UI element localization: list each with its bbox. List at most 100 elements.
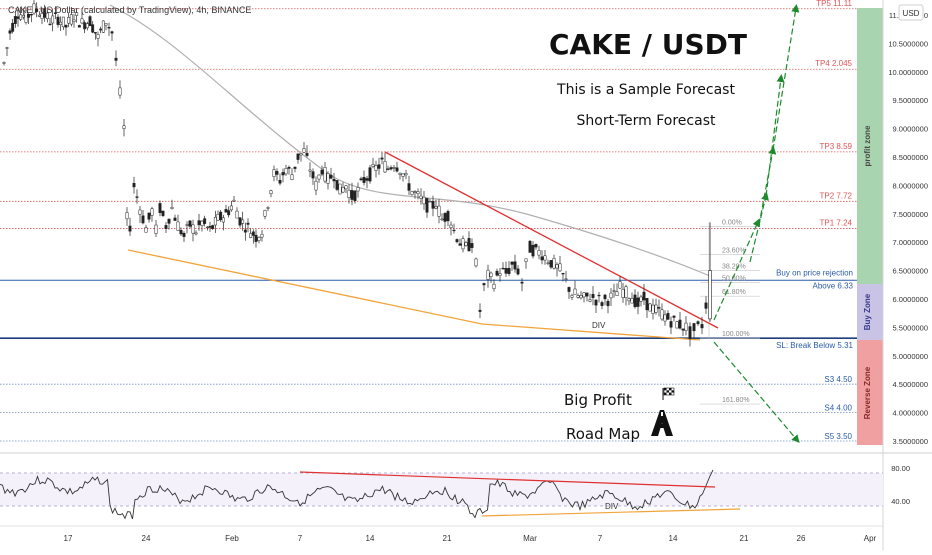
rsi-line xyxy=(0,469,714,520)
candle-body xyxy=(597,294,601,297)
candle-body xyxy=(122,125,126,129)
candle-body xyxy=(191,224,195,234)
fib-level-label: 161.80% xyxy=(722,397,750,404)
candle-body xyxy=(185,224,189,226)
candle-body xyxy=(558,263,562,272)
candle-body xyxy=(618,281,622,289)
rsi-support-trendline xyxy=(481,508,741,517)
reverse-zone xyxy=(857,340,883,445)
price-tick-label: 7.0000000 xyxy=(893,238,928,247)
candle-body xyxy=(495,270,499,276)
candle-body xyxy=(696,321,700,325)
road-icon xyxy=(651,410,673,436)
candle-body xyxy=(132,182,136,188)
fib-level-label: 61.80% xyxy=(722,289,746,296)
candle-body xyxy=(275,171,279,175)
candle-body xyxy=(678,319,682,329)
time-axis[interactable]: 17 24 Feb 7 14 21 Mar 7 14 21 26 Apr xyxy=(64,534,877,543)
currency-badge: USD xyxy=(903,9,920,18)
candle-body xyxy=(633,294,637,308)
candle-body xyxy=(621,289,625,298)
candle-body xyxy=(386,168,390,170)
candle-body xyxy=(144,227,148,233)
candle-body xyxy=(520,281,524,284)
candle-body xyxy=(251,231,255,236)
buy-zone-label: Buy Zone xyxy=(863,293,872,330)
candle-body xyxy=(263,210,267,217)
candle-body xyxy=(492,283,496,289)
candle-body xyxy=(362,176,366,183)
candle-body xyxy=(455,239,459,243)
time-tick-label: 26 xyxy=(797,534,806,543)
candle-body xyxy=(478,309,482,312)
candle-body xyxy=(176,221,180,231)
currency-badge-box[interactable] xyxy=(898,4,924,21)
candle-body xyxy=(266,207,270,209)
level-lines: TP5 11.11 TP4 2.045 TP3 8.59 TP2 7.72 TP1 7.… xyxy=(0,0,857,442)
candle-body xyxy=(249,233,253,238)
candle-body xyxy=(221,217,225,223)
candle-body xyxy=(704,302,708,309)
candle-body xyxy=(413,191,417,193)
candle-body xyxy=(224,209,228,213)
rsi-divergence-label: DIV xyxy=(605,502,619,511)
candle-body xyxy=(657,307,661,309)
candle-body xyxy=(660,309,664,320)
price-tick-label: 5.5000000 xyxy=(893,323,928,332)
candle-body xyxy=(341,187,345,193)
candle-body xyxy=(474,258,478,267)
candle-body xyxy=(501,267,505,270)
candle-body xyxy=(573,288,577,295)
time-tick-label: Feb xyxy=(225,534,239,543)
candle-body xyxy=(642,291,646,301)
time-tick-label: 21 xyxy=(443,534,452,543)
candle-body xyxy=(675,321,679,329)
candle-body xyxy=(158,203,162,213)
support-level-label: S3 4.50 xyxy=(824,375,852,384)
price-tick-label: 8.0000000 xyxy=(893,181,928,190)
candle-body xyxy=(317,174,321,180)
candle-body xyxy=(182,232,186,237)
candle-body xyxy=(398,172,402,175)
candle-body xyxy=(314,180,318,191)
candle-body xyxy=(147,212,151,220)
rsi-band xyxy=(0,473,883,506)
candle-body xyxy=(293,166,297,169)
candle-body xyxy=(173,217,177,221)
candle-body xyxy=(669,321,673,328)
candle-body xyxy=(238,217,242,226)
price-tick-label: 10.5000000 xyxy=(888,39,928,48)
price-divergence-label: DIV xyxy=(592,321,606,330)
candle-body xyxy=(531,244,535,257)
candle-body xyxy=(56,16,60,25)
symbol-header: CAKE / US Dollar (calculated by TradingV… xyxy=(8,5,251,15)
candle-body xyxy=(528,240,532,253)
forecast-arrow xyxy=(758,146,777,226)
candle-body xyxy=(708,270,712,320)
candle-body xyxy=(338,183,342,195)
time-tick-label: Mar xyxy=(523,534,537,543)
rsi-tick-label: 80.00 xyxy=(891,464,910,473)
candle-body xyxy=(114,57,118,61)
candle-body xyxy=(326,173,330,184)
candle-body xyxy=(389,167,393,170)
forecast-arrow xyxy=(713,341,800,444)
candle-body xyxy=(67,17,71,24)
candle-body xyxy=(684,322,688,331)
candle-body xyxy=(612,290,616,292)
candle-body xyxy=(425,198,429,213)
candle-body xyxy=(546,262,550,264)
candle-body xyxy=(549,260,553,268)
candle-body xyxy=(588,299,592,302)
candle-body xyxy=(407,183,411,191)
candle-body xyxy=(347,189,351,199)
candle-body xyxy=(302,148,306,153)
price-tick-label: 6.0000000 xyxy=(893,295,928,304)
tp-level-label: TP5 11.11 xyxy=(816,0,852,8)
candle-body xyxy=(543,255,547,261)
fib-level-label: 100.00% xyxy=(722,331,750,338)
candle-body xyxy=(615,291,619,296)
